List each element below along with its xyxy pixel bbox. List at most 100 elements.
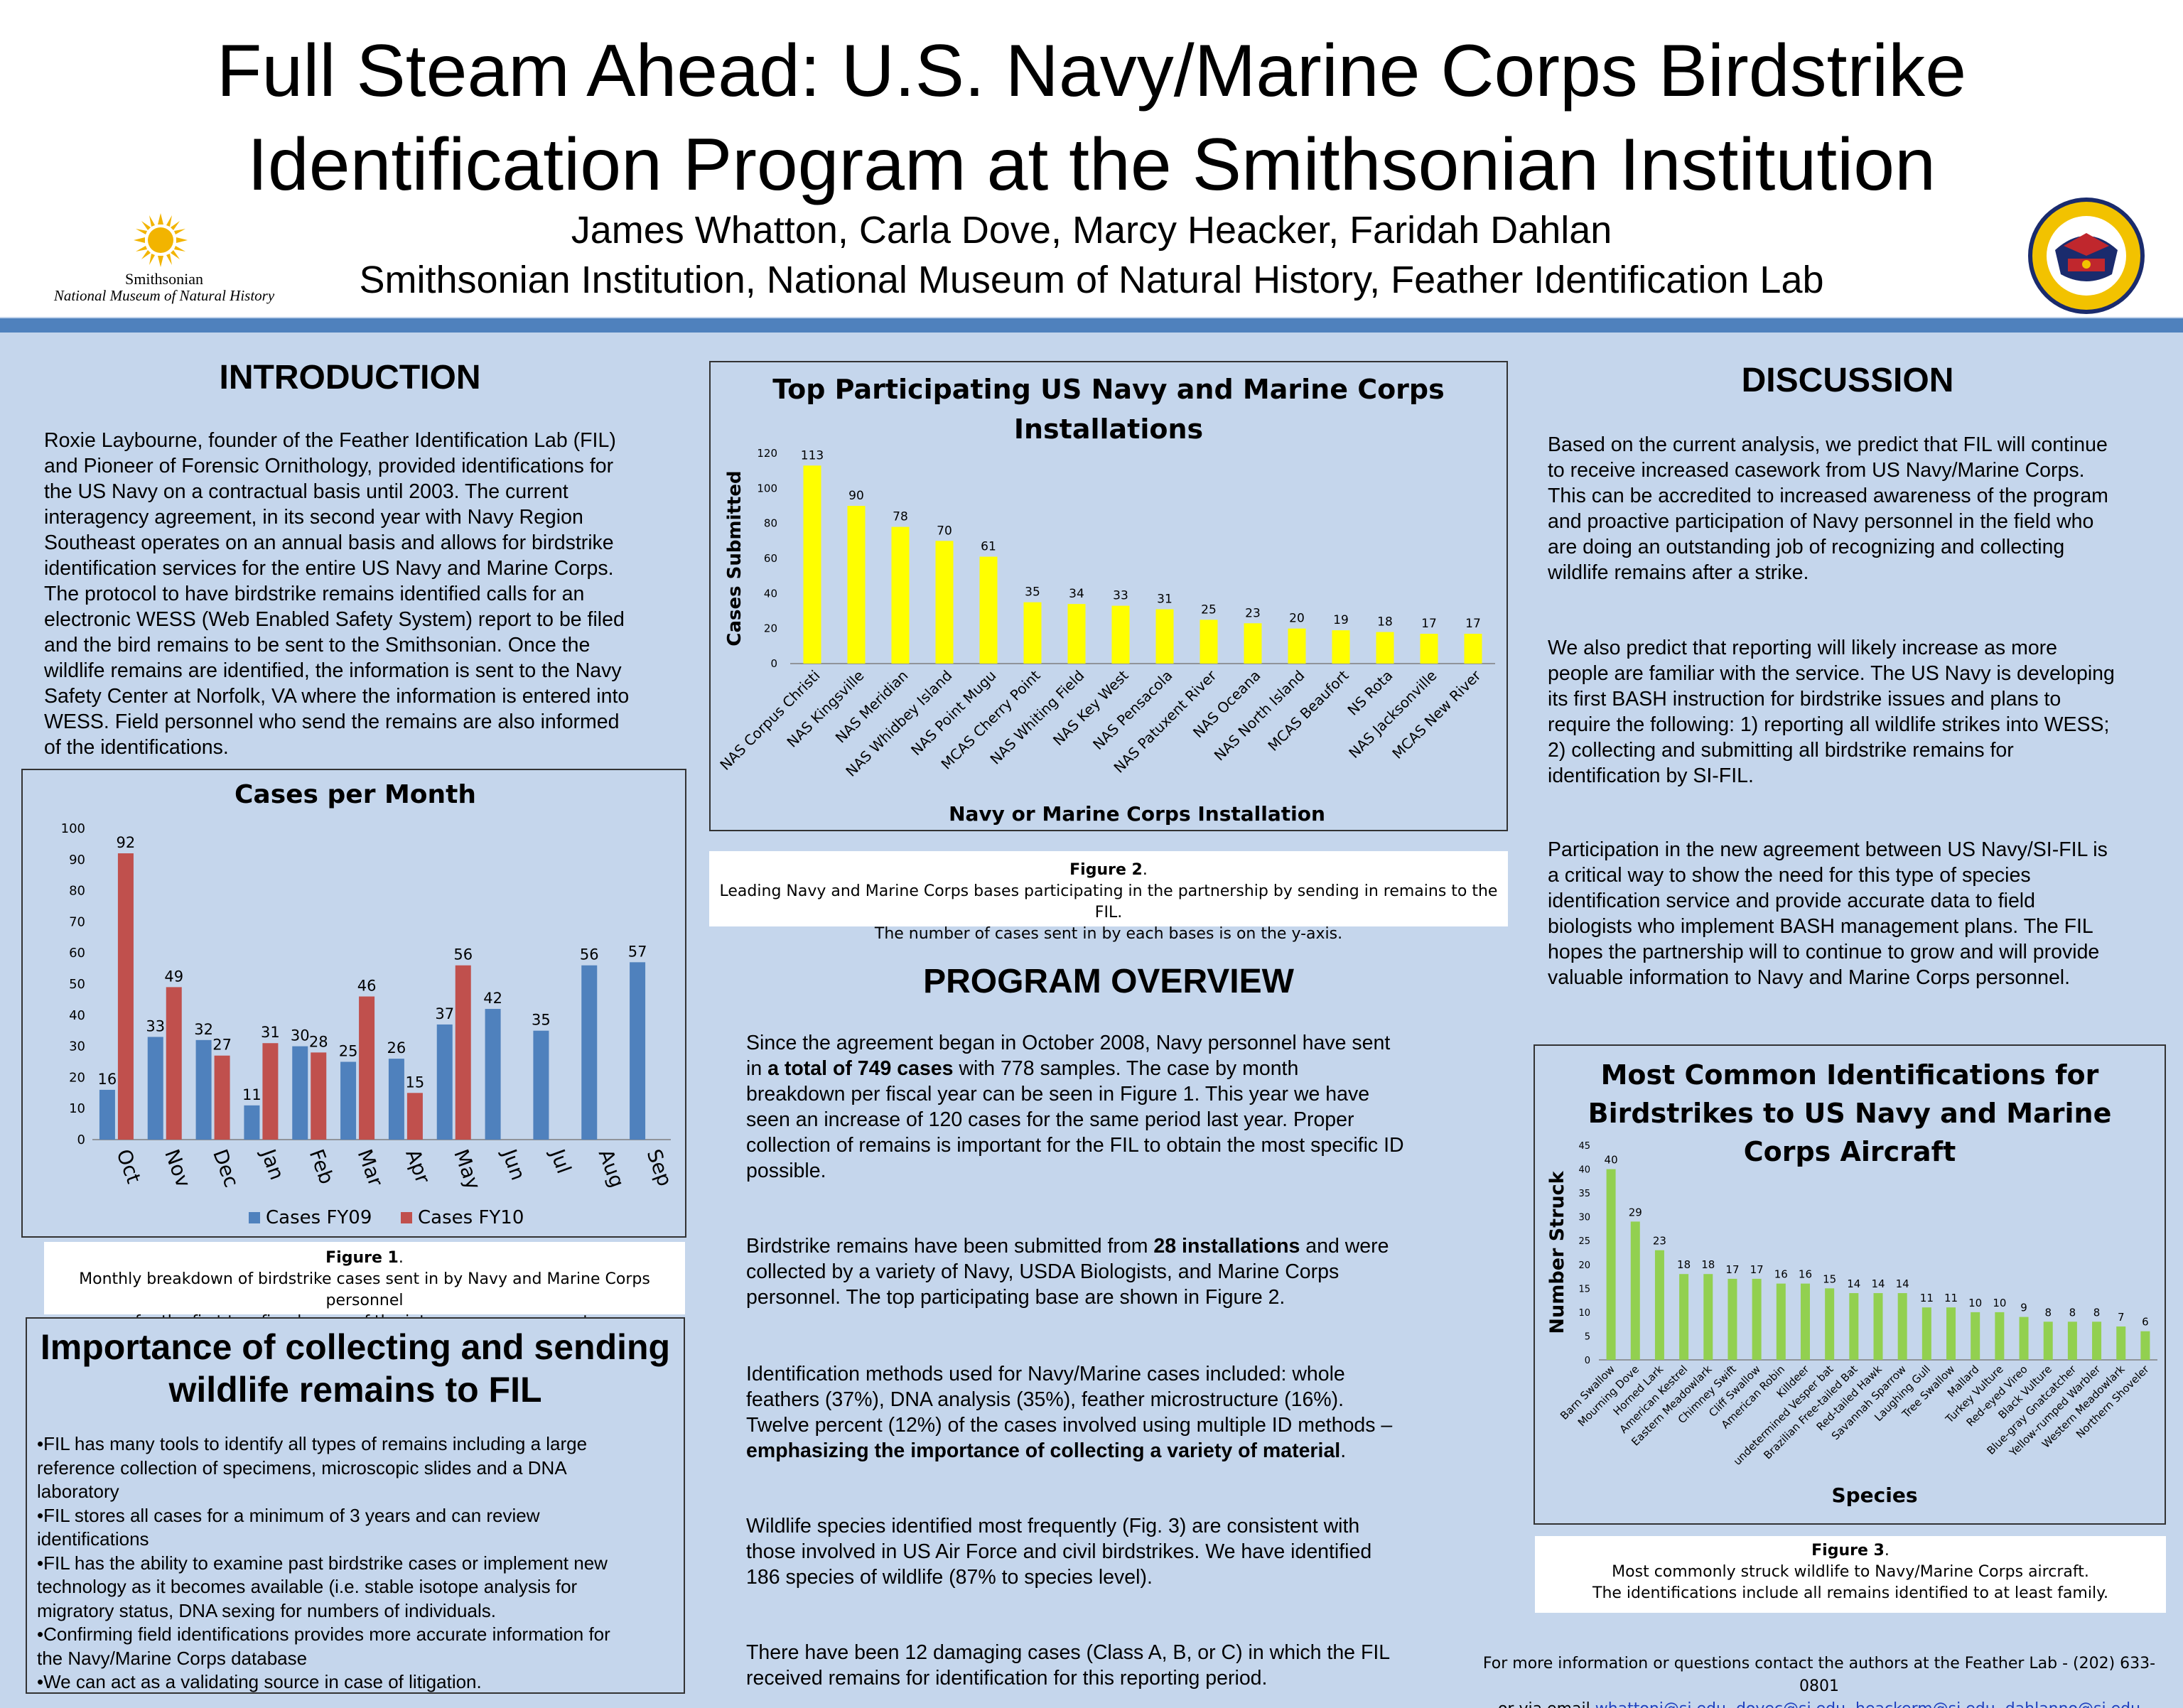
program-p1-line: breakdown per fiscal year can be seen in… (746, 1083, 1370, 1106)
importance-line: •FIL has many tools to identify all type… (37, 1433, 588, 1454)
navy-bash-seal-icon (2028, 198, 2145, 314)
discussion-paragraph-2: We also predict that reporting will like… (1548, 635, 2173, 789)
importance-line: migratory status, DNA sexing for numbers… (37, 1599, 496, 1621)
x-tick-label: NAS Kingsville (783, 667, 867, 751)
program-p5-line: received remains for identification for … (746, 1667, 1268, 1690)
figure2-caption-label: Figure 2 (1069, 861, 1143, 879)
program-p1-line: seen an increase of 120 cases for the sa… (746, 1108, 1354, 1131)
program-p3-line: feathers (37%), DNA analysis (35%), feat… (746, 1388, 1344, 1411)
introduction-line: electronic WESS (Web Enabled Safety Syst… (44, 608, 625, 631)
y-tick-label: 0 (770, 657, 777, 670)
contact-info: For more information or questions contac… (1464, 1653, 2174, 1708)
discussion-p2-line: identification by SI-FIL. (1548, 764, 1754, 787)
contact-prefix: or via email (1498, 1700, 1595, 1708)
x-tick-label: Jul (545, 1145, 576, 1177)
bar (1776, 1283, 1786, 1360)
discussion-p2-line: people are familiar with the service. Th… (1548, 662, 2115, 685)
bar-fy09 (630, 962, 646, 1140)
program-p2-text: Birdstrike remains have been submitted f… (746, 1235, 1154, 1258)
data-label: 7 (2118, 1311, 2125, 1324)
program-p2-line: personnel. The top participating base ar… (746, 1286, 1285, 1309)
program-p4-line: 186 species of wildlife (87% to species … (746, 1566, 1153, 1589)
program-p2-text: and were (1300, 1235, 1389, 1258)
data-label: 16 (98, 1071, 117, 1088)
discussion-p3-line: hopes the partnership will to continue t… (1548, 941, 2100, 963)
email-link-dove[interactable]: dovec@si.edu (1736, 1700, 1845, 1708)
figure3-caption: Figure 3. Most commonly struck wildlife … (1535, 1536, 2166, 1613)
x-tick-label: MCAS Beaufort (1264, 666, 1352, 754)
bar (1067, 604, 1086, 664)
header-divider (0, 318, 2183, 333)
y-tick-label: 20 (69, 1070, 85, 1085)
smithsonian-logo-text: Smithsonian (124, 270, 203, 288)
bar (1332, 630, 1350, 664)
discussion-p2-line: require the following: 1) reporting all … (1548, 713, 2110, 736)
y-tick-label: 30 (1578, 1213, 1590, 1223)
y-tick-label: 30 (69, 1039, 85, 1054)
program-p1-text: in (746, 1057, 768, 1080)
x-tick-label: NAS Pensacola (1089, 667, 1175, 753)
bar (1606, 1169, 1616, 1360)
bar (1897, 1293, 1907, 1360)
y-tick-label: 20 (1578, 1260, 1590, 1271)
discussion-p3-line: Participation in the new agreement betwe… (1548, 838, 2108, 861)
data-label: 14 (1896, 1277, 1909, 1290)
bar-fy10 (262, 1043, 279, 1140)
poster-title-line1: Full Steam Ahead: U.S. Navy/Marine Corps… (216, 30, 1967, 112)
y-axis-title: Cases Submitted (724, 470, 745, 646)
data-label: 30 (291, 1027, 310, 1044)
data-label: 18 (1701, 1258, 1715, 1271)
legend-swatch-fy09 (249, 1212, 260, 1223)
x-tick-label: May (449, 1146, 485, 1193)
introduction-line: Roxie Laybourne, founder of the Feather … (44, 429, 616, 452)
data-label: 31 (261, 1024, 280, 1041)
data-label: 33 (146, 1017, 165, 1034)
data-label: 70 (937, 524, 952, 538)
discussion-p3-line: a critical way to show the need for this… (1548, 864, 2031, 887)
legend-label: Cases FY09 (266, 1207, 372, 1228)
data-label: 35 (1025, 585, 1040, 600)
email-link-whatton[interactable]: whattonj@si.edu (1595, 1700, 1726, 1708)
bar (979, 556, 998, 664)
importance-line: identifications (37, 1528, 149, 1550)
bar (1825, 1288, 1835, 1360)
bar (2043, 1321, 2053, 1360)
y-tick-label: 120 (757, 447, 777, 460)
bar (1420, 634, 1438, 664)
program-p3-line: Twelve percent (12%) of the cases involv… (746, 1414, 1393, 1437)
importance-heading-line1: Importance of collecting and sending (40, 1327, 671, 1367)
introduction-line: The protocol to have birdstrike remains … (44, 583, 585, 605)
program-p2-line: collected by a variety of Navy, USDA Bio… (746, 1260, 1340, 1283)
y-tick-label: 60 (69, 946, 85, 961)
bar (1679, 1274, 1689, 1360)
affiliation: Smithsonian Institution, National Museum… (359, 259, 1824, 301)
data-label: 56 (580, 946, 599, 963)
email-link-dahlan[interactable]: dahlanno@si.edu (2005, 1700, 2140, 1708)
x-tick-label: Sep (642, 1146, 677, 1189)
bar (1873, 1293, 1883, 1360)
bar (935, 541, 954, 664)
x-axis-title: Species (1831, 1483, 1917, 1507)
program-paragraph-5: There have been 12 damaging cases (Class… (746, 1640, 1485, 1691)
data-label: 61 (981, 540, 996, 554)
email-link-heacker[interactable]: heackerm@si.edu (1855, 1700, 1995, 1708)
introduction-line: and Pioneer of Forensic Ornithology, pro… (44, 455, 614, 477)
bar (1654, 1250, 1664, 1360)
x-tick-label: Dec (208, 1146, 244, 1190)
figure3-caption-line1: Most commonly struck wildlife to Navy/Ma… (1612, 1563, 2089, 1581)
x-tick-label: Apr (401, 1146, 435, 1187)
bar (1630, 1221, 1640, 1360)
data-label: 25 (1201, 602, 1217, 617)
bar-fy09 (244, 1105, 260, 1140)
bar (1244, 623, 1262, 664)
program-p3-line: emphasizing the importance of collecting… (746, 1438, 1485, 1464)
program-overview-heading: PROGRAM OVERVIEW (923, 963, 1294, 1000)
program-p1-line: possible. (746, 1160, 826, 1182)
x-tick-label: Nov (160, 1146, 195, 1191)
data-label: 17 (1725, 1263, 1739, 1276)
importance-line: the Navy/Marine Corps database (37, 1647, 308, 1669)
data-label: 10 (1968, 1297, 1982, 1309)
program-p2-line: Birdstrike remains have been submitted f… (746, 1233, 1485, 1259)
bar (1703, 1274, 1713, 1360)
bar (2116, 1326, 2126, 1360)
